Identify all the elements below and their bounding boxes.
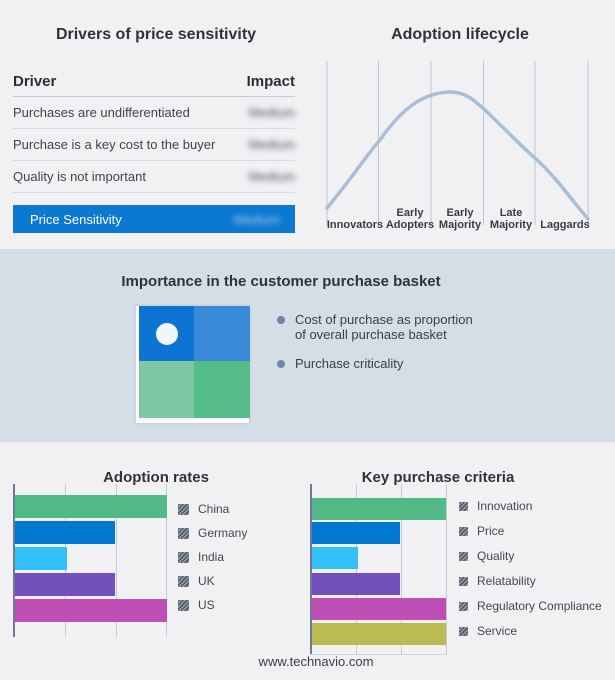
price-sensitivity-row: Price Sensitivity Medium	[13, 205, 295, 233]
table-row: Purchase is a key cost to the buyer Medi…	[13, 129, 295, 161]
impact-cell: Medium	[248, 137, 295, 152]
criteria-x-axis	[310, 654, 447, 655]
legend-swatch-icon	[459, 576, 468, 586]
impact-cell: Medium	[233, 211, 280, 227]
bar-innovation	[312, 498, 446, 520]
bar-quality	[312, 547, 358, 569]
adoption-rates-title: Adoption rates	[103, 469, 209, 487]
legend-item: Quality	[459, 545, 602, 567]
gridline	[116, 484, 117, 637]
stage-label-late-majority: Late Majority	[489, 207, 533, 231]
legend-item: Service	[459, 620, 602, 642]
bell-curve	[325, 90, 590, 221]
gridline	[166, 484, 167, 637]
legend-swatch-icon	[459, 501, 468, 511]
table-row: Quality is not important Medium	[13, 161, 295, 193]
legend-swatch-icon	[178, 599, 189, 611]
position-marker-icon	[156, 323, 178, 345]
legend-item: UK	[178, 569, 247, 593]
driver-cell: Purchase is a key cost to the buyer	[13, 137, 216, 152]
lifecycle-chart	[325, 61, 590, 225]
basket-bullet-list: Cost of purchase as proportion of overal…	[277, 312, 483, 385]
legend-item: Price	[459, 520, 602, 542]
list-item: Purchase criticality	[277, 356, 483, 371]
website-link[interactable]: www.technavio.com	[258, 654, 374, 669]
stage-label-innovators: Innovators	[326, 219, 384, 231]
bar-uk	[15, 573, 116, 596]
legend-item: India	[178, 545, 247, 569]
legend-item: Relatability	[459, 570, 602, 592]
adoption-bars	[15, 484, 167, 637]
criteria-y-axis	[310, 484, 312, 655]
adoption-legend: China Germany India UK US	[178, 497, 247, 617]
stage-label-laggards: Laggards	[540, 219, 590, 231]
gridline	[401, 484, 402, 655]
lifecycle-title: Adoption lifecycle	[391, 26, 529, 44]
list-item: Cost of purchase as proportion of overal…	[277, 312, 483, 342]
driver-cell: Price Sensitivity	[30, 211, 122, 227]
criteria-legend: Innovation Price Quality Relatability Re…	[459, 495, 602, 642]
bar-regulatory-compliance	[312, 598, 446, 620]
gridline	[446, 484, 447, 655]
driver-column-header: Driver	[13, 72, 57, 90]
drivers-table: Driver Impact Purchases are undifferenti…	[13, 66, 295, 233]
adoption-y-axis	[13, 484, 15, 637]
legend-swatch-icon	[178, 503, 189, 515]
impact-cell: Medium	[248, 169, 295, 184]
legend-item: Innovation	[459, 495, 602, 517]
legend-swatch-icon	[178, 575, 189, 587]
legend-item: Germany	[178, 521, 247, 545]
legend-swatch-icon	[459, 526, 468, 536]
quadrant-chart	[139, 306, 250, 418]
bar-relatability	[312, 573, 401, 595]
legend-swatch-icon	[178, 551, 189, 563]
driver-cell: Quality is not important	[13, 169, 146, 184]
quadrant-bottom-left	[139, 361, 194, 418]
bullet-icon	[277, 360, 285, 368]
table-row: Purchases are undifferentiated Medium	[13, 97, 295, 129]
bar-service	[312, 623, 446, 645]
drivers-table-header: Driver Impact	[13, 66, 295, 97]
criteria-bars	[312, 484, 446, 655]
legend-swatch-icon	[459, 601, 468, 611]
legend-item: Regulatory Compliance	[459, 595, 602, 617]
bullet-icon	[277, 316, 285, 324]
legend-swatch-icon	[459, 551, 468, 561]
lifecycle-gridlines	[326, 61, 589, 225]
bar-us	[15, 599, 167, 622]
driver-cell: Purchases are undifferentiated	[13, 105, 190, 120]
quadrant-top-right	[194, 306, 250, 361]
bar-germany	[15, 521, 116, 544]
purchase-basket-band	[0, 249, 615, 442]
drivers-title: Drivers of price sensitivity	[55, 26, 257, 44]
impact-column-header: Impact	[246, 72, 295, 90]
legend-item: China	[178, 497, 247, 521]
legend-swatch-icon	[178, 527, 189, 539]
purchase-criteria-title: Key purchase criteria	[361, 469, 515, 487]
stage-label-early-majority: Early Majority	[438, 207, 482, 231]
legend-swatch-icon	[459, 626, 468, 636]
bar-india	[15, 547, 67, 570]
bar-china	[15, 495, 167, 518]
quadrant-bottom-right	[194, 361, 250, 418]
gridline	[356, 484, 357, 655]
bar-price	[312, 522, 401, 544]
basket-title: Importance in the customer purchase bask…	[121, 273, 441, 291]
impact-cell: Medium	[248, 105, 295, 120]
stage-label-early-adopters: Early Adopters	[385, 207, 435, 231]
legend-item: US	[178, 593, 247, 617]
